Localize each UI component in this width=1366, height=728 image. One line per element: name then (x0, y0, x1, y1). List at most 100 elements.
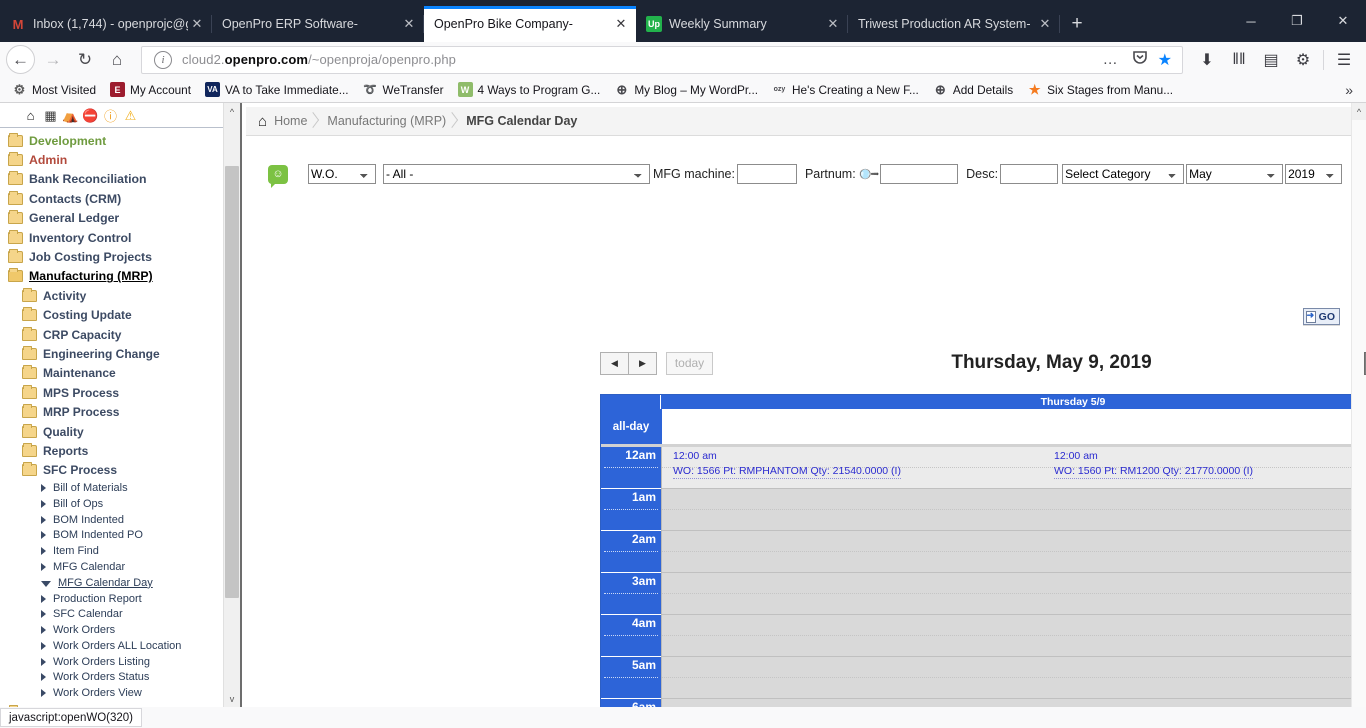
sidebar-item-item-find[interactable]: Item Find (0, 543, 240, 559)
scrollbar-thumb[interactable] (225, 166, 239, 598)
sidebar-item-mrp-process[interactable]: MRP Process (0, 402, 240, 421)
tab-close-icon[interactable]: ✕ (827, 16, 839, 31)
event-area[interactable]: 12:00 am WO: 1566 Pt: RMPHANTOM Qty: 215… (661, 447, 1366, 707)
sidebar-item-engineering-change[interactable]: Engineering Change (0, 344, 240, 363)
home-icon[interactable]: ⌂ (26, 108, 35, 123)
bookmark-star-icon[interactable]: ★ (1157, 51, 1172, 69)
hour-row[interactable] (662, 657, 1366, 699)
sidebar-scrollbar[interactable]: ^ v (223, 103, 240, 707)
all-filter-select[interactable]: - All - (383, 164, 650, 184)
all-day-slot[interactable] (661, 409, 1366, 444)
sidebar-item-sfc-process[interactable]: SFC Process (0, 461, 240, 480)
sidebar-item-work-orders-status[interactable]: Work Orders Status (0, 670, 240, 686)
bookmark-most-visited[interactable]: ⚙ Most Visited (5, 79, 103, 101)
bookmark-add-details[interactable]: ⊕ Add Details (926, 79, 1020, 101)
browser-tab-4[interactable]: Triwest Production AR System- ✕ (848, 6, 1060, 42)
sidebar-item-mfg-calendar[interactable]: MFG Calendar (0, 559, 240, 575)
bookmark-my-blog[interactable]: ⊕ My Blog – My WordPr... (607, 79, 765, 101)
tab-close-icon[interactable]: ✕ (403, 16, 415, 31)
close-window-button[interactable]: ✕ (1337, 13, 1349, 28)
page-actions-icon[interactable]: … (1102, 51, 1119, 68)
desc-input[interactable] (1000, 164, 1059, 184)
record-type-select[interactable]: W.O. (308, 164, 376, 184)
browser-tab-0[interactable]: M Inbox (1,744) - openprojc@gma ✕ (0, 6, 212, 42)
bookmark-ozy[interactable]: ozy He's Creating a New F... (765, 79, 926, 101)
library-icon[interactable]: ‖‖ (1232, 50, 1246, 68)
bookmark-my-account[interactable]: E My Account (103, 79, 198, 101)
forward-icon[interactable]: → (44, 49, 62, 69)
bookmark-wetransfer[interactable]: ➰ WeTransfer (356, 79, 451, 101)
sidebar-item-crp-capacity[interactable]: CRP Capacity (0, 325, 240, 344)
sidebar-item-inventory-control[interactable]: Inventory Control (0, 228, 240, 247)
today-button[interactable]: today (666, 351, 713, 375)
new-tab-button[interactable]: + (1071, 13, 1083, 34)
event-title[interactable]: WO: 1566 Pt: RMPHANTOM Qty: 21540.0000 (… (673, 464, 901, 479)
chat-smiley-icon[interactable]: ☺ (268, 164, 288, 188)
view-day-button[interactable]: day (1364, 351, 1366, 375)
bookmark-va[interactable]: VA VA to Take Immediate... (198, 79, 356, 101)
breadcrumb-home[interactable]: Home (274, 114, 320, 128)
sidebar-item-contacts-crm[interactable]: Contacts (CRM) (0, 189, 240, 208)
sidebar-item-maintenance[interactable]: Maintenance (0, 364, 240, 383)
sidebar-item-production-report[interactable]: Production Report (0, 591, 240, 607)
sidebar-item-activity[interactable]: Activity (0, 286, 240, 305)
sidebar-icon[interactable]: ▤ (1263, 51, 1279, 69)
people-icon[interactable]: ⛺ (62, 107, 79, 123)
hour-row[interactable] (662, 699, 1366, 707)
go-button[interactable]: GO (1302, 308, 1340, 325)
sidebar-item-bom-indented[interactable]: BOM Indented (0, 512, 240, 528)
sidebar-item-job-costing-projects[interactable]: Job Costing Projects (0, 247, 240, 266)
address-bar[interactable]: i cloud2.openpro.com/~openproja/openpro.… (141, 45, 1183, 74)
breadcrumb-module[interactable]: Manufacturing (MRP) (320, 114, 459, 128)
sidebar-item-costing-update[interactable]: Costing Update (0, 306, 240, 325)
sidebar-item-admin[interactable]: Admin (0, 150, 240, 169)
tab-close-icon[interactable]: ✕ (191, 16, 203, 31)
scroll-up-icon[interactable]: ^ (224, 103, 240, 120)
sidebar-item-work-orders-listing[interactable]: Work Orders Listing (0, 654, 240, 670)
warning-icon[interactable]: ⚠ (124, 107, 137, 123)
next-day-button[interactable]: ▶ (628, 351, 657, 375)
sidebar-item-sfc-calendar[interactable]: SFC Calendar (0, 606, 240, 622)
scroll-up-icon[interactable]: ^ (1352, 103, 1366, 120)
hour-row[interactable] (662, 447, 1366, 489)
sidebar-item-work-orders-all-location[interactable]: Work Orders ALL Location (0, 638, 240, 654)
year-select[interactable]: 2019 (1285, 164, 1343, 184)
hour-row[interactable] (662, 615, 1366, 657)
sidebar-item-manufacturing-mrp[interactable]: Manufacturing (MRP) (0, 267, 240, 286)
pocket-icon[interactable] (1126, 49, 1154, 70)
maximize-button[interactable]: ❐ (1291, 13, 1303, 28)
hour-row[interactable] (662, 573, 1366, 615)
tab-close-icon[interactable]: ✕ (1039, 16, 1051, 31)
sidebar-item-bill-of-ops[interactable]: Bill of Ops (0, 496, 240, 512)
sidebar-item-bom-indented-po[interactable]: BOM Indented PO (0, 527, 240, 543)
site-info-icon[interactable]: i (154, 50, 172, 69)
reload-icon[interactable]: ↻ (77, 49, 93, 69)
event-title[interactable]: WO: 1560 Pt: RM1200 Qty: 21770.0000 (I) (1054, 464, 1254, 479)
home-icon[interactable]: ⌂ (258, 112, 268, 130)
back-icon[interactable]: ← (6, 45, 35, 74)
scroll-down-icon[interactable]: v (224, 690, 240, 707)
bookmarks-overflow-icon[interactable]: » (1345, 81, 1353, 98)
account-gear-icon[interactable]: ⚙ (1295, 51, 1311, 69)
sidebar-item-mps-process[interactable]: MPS Process (0, 383, 240, 402)
sidebar-item-development[interactable]: Development (0, 131, 240, 150)
hour-row[interactable] (662, 531, 1366, 573)
sidebar-item-bill-of-materials[interactable]: Bill of Materials (0, 480, 240, 496)
downloads-icon[interactable]: ⬇ (1200, 51, 1214, 69)
tab-close-icon[interactable]: ✕ (615, 16, 627, 31)
sidebar-item-general-ledger[interactable]: General Ledger (0, 209, 240, 228)
month-select[interactable]: May (1186, 164, 1284, 184)
calendar-event-0[interactable]: 12:00 am WO: 1566 Pt: RMPHANTOM Qty: 215… (673, 449, 1058, 479)
bookmark-4-ways[interactable]: W 4 Ways to Program G... (451, 79, 608, 101)
sidebar-item-quality[interactable]: Quality (0, 422, 240, 441)
menu-icon[interactable]: ☰ (1336, 51, 1352, 69)
home-icon[interactable]: ⌂ (111, 49, 123, 69)
partnum-input[interactable] (880, 164, 959, 184)
calendar-icon[interactable]: ▦ (44, 107, 57, 123)
sidebar-item-bank-reconciliation[interactable]: Bank Reconciliation (0, 170, 240, 189)
calendar-event-1[interactable]: 12:00 am WO: 1560 Pt: RM1200 Qty: 21770.… (1054, 449, 1366, 479)
sidebar-item-mfg-calendar-day[interactable]: MFG Calendar Day (0, 575, 240, 591)
bookmark-six-stages[interactable]: ★ Six Stages from Manu... (1020, 79, 1180, 101)
info-icon[interactable]: ⓘ (103, 109, 117, 124)
browser-tab-1[interactable]: OpenPro ERP Software- ✕ (212, 6, 424, 42)
